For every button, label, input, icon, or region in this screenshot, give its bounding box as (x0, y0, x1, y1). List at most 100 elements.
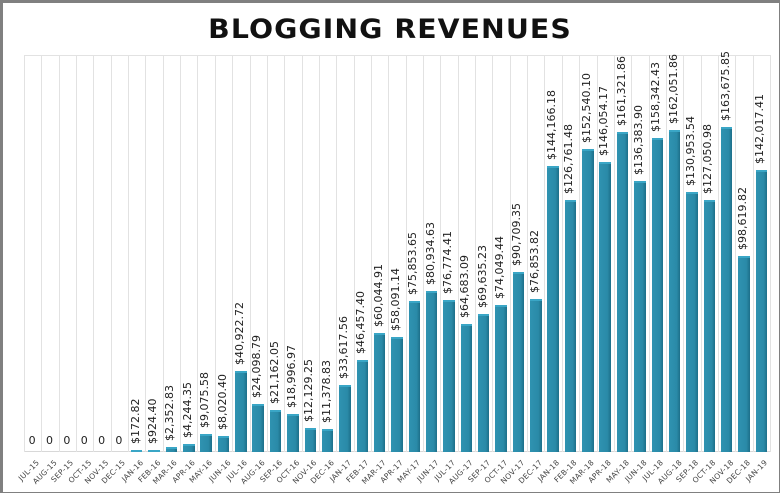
data-label: $33,617.56 (336, 316, 350, 380)
data-label: $161,321.86 (614, 55, 628, 126)
bar (495, 305, 507, 452)
data-label: $136,383.90 (631, 105, 645, 176)
bar (564, 200, 577, 452)
plot-area: 0 0 0 0 0 0 $172.82 $924.40 $2,352.83 $4,244.35 $9… (24, 51, 771, 452)
bar (200, 434, 212, 452)
data-label: $127,050.98 (701, 123, 715, 194)
bar (530, 299, 542, 452)
data-label: 0 (28, 434, 36, 447)
gridline (717, 55, 719, 452)
gridline (405, 55, 407, 452)
gridline (214, 55, 216, 452)
gridline (180, 55, 182, 452)
gridline (509, 55, 511, 452)
data-label: $142,017.41 (753, 94, 767, 165)
bar (235, 370, 247, 452)
data-label: $46,457.40 (354, 290, 368, 354)
data-label: $130,953.54 (683, 116, 697, 187)
gridline (492, 55, 494, 452)
bar (165, 447, 178, 452)
bar (720, 127, 733, 452)
gridline (24, 55, 25, 452)
gridline (752, 55, 754, 452)
data-label: $18,996.97 (284, 345, 298, 409)
gridline (353, 55, 355, 452)
bar (547, 165, 559, 452)
data-label: $76,853.82 (527, 230, 541, 294)
bar (356, 359, 368, 452)
bar (131, 450, 143, 452)
data-label: $9,075.58 (198, 372, 212, 428)
gridline (145, 55, 147, 452)
gridline (249, 55, 251, 452)
bar (703, 199, 715, 452)
gridline (631, 55, 633, 452)
gridline (93, 55, 95, 452)
gridline (770, 55, 771, 452)
data-label: 0 (63, 434, 71, 447)
gridline (527, 55, 529, 452)
bar (616, 131, 629, 452)
gridline (613, 55, 615, 452)
bar (738, 256, 750, 452)
bar (287, 414, 299, 452)
bar (686, 192, 698, 452)
bar (668, 130, 681, 452)
bar (217, 436, 230, 452)
gridline (41, 55, 43, 452)
data-label: $80,934.63 (423, 222, 437, 286)
bar (755, 170, 768, 452)
bar (148, 450, 160, 452)
gridline (370, 55, 372, 452)
data-label: $12,129.25 (302, 358, 316, 422)
gridline (388, 55, 390, 452)
data-label: $64,683.09 (458, 254, 472, 318)
data-label: $152,540.10 (579, 73, 593, 144)
data-label: $58,091.14 (389, 267, 402, 331)
bar (391, 336, 403, 452)
bar (443, 299, 455, 452)
data-label: $126,761.48 (562, 124, 576, 195)
data-label: $24,098.79 (250, 335, 264, 399)
gridline (735, 55, 737, 452)
data-label: 0 (80, 434, 88, 447)
data-label: $162,051.86 (666, 54, 680, 125)
data-label: $60,044.91 (371, 263, 385, 327)
gridline (110, 55, 112, 452)
data-label: $163,675.85 (718, 51, 732, 122)
bar (252, 404, 264, 452)
gridline (197, 55, 199, 452)
data-label: $2,352.83 (163, 385, 177, 442)
data-label: $4,244.35 (180, 381, 194, 438)
data-label: $924.40 (146, 398, 160, 445)
gridline (232, 55, 234, 452)
data-label: $172.82 (128, 398, 142, 445)
data-label: $21,162.05 (267, 341, 281, 404)
chart-title: BLOGGING REVENUES (208, 14, 572, 45)
bar (339, 385, 351, 452)
gridline (336, 55, 338, 452)
data-label: 0 (98, 434, 106, 447)
gridline (318, 55, 320, 452)
bar (634, 181, 646, 452)
gridline (596, 55, 598, 452)
data-label: $76,774.41 (441, 230, 455, 294)
bar (269, 410, 282, 452)
gridline (128, 55, 130, 452)
gridline (301, 55, 303, 452)
data-label: $40,922.72 (232, 301, 246, 365)
gridline (284, 55, 286, 452)
gridline (162, 55, 164, 452)
bar (478, 313, 490, 452)
gridline (700, 55, 702, 452)
data-label: $8,020.40 (215, 374, 229, 431)
data-label: $74,049.44 (493, 236, 507, 299)
bar (651, 137, 663, 452)
data-label: $90,709.35 (510, 202, 524, 266)
plot-top-border (24, 55, 770, 56)
data-label: $144,166.18 (545, 89, 559, 160)
gridline (544, 55, 546, 452)
data-label: 0 (46, 434, 54, 447)
gridline (440, 55, 442, 452)
